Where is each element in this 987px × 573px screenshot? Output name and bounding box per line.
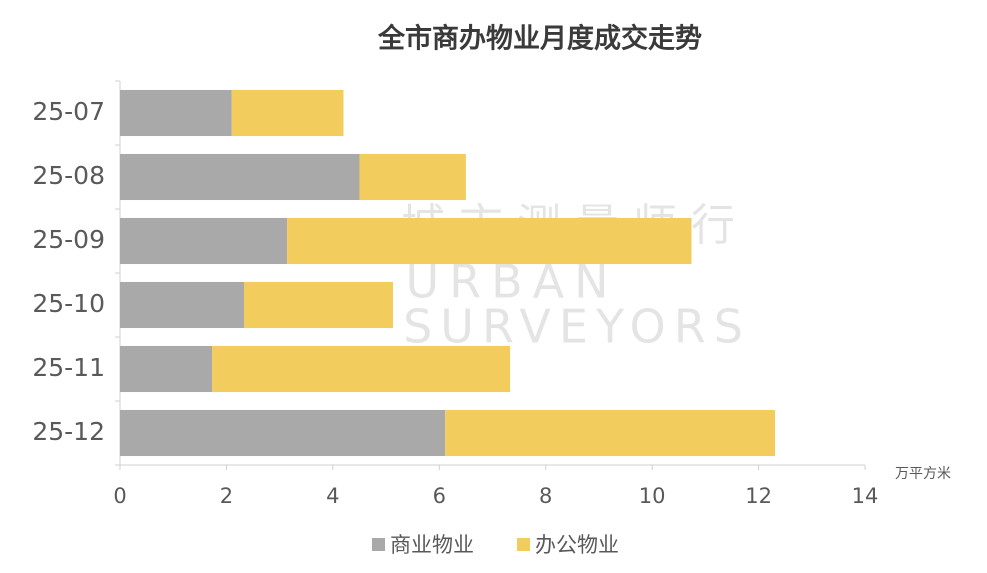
bar-segment (287, 217, 692, 265)
y-tick-label: 25-11 (32, 353, 105, 382)
bar-segment (120, 281, 244, 329)
legend-swatch (517, 538, 530, 551)
bar-segment (445, 409, 776, 457)
legend-label: 办公物业 (535, 533, 619, 557)
chart-title: 全市商办物业月度成交走势 (377, 23, 702, 55)
y-tick-label: 25-07 (32, 97, 105, 126)
x-tick-label: 12 (745, 484, 772, 508)
bar-segment (212, 345, 511, 393)
y-tick-label: 25-12 (32, 417, 105, 446)
bar-segment (120, 217, 288, 265)
x-tick-label: 8 (539, 484, 552, 508)
x-axis-label: 万平方米 (895, 466, 951, 482)
watermark-text: SURVEYORS (403, 300, 751, 354)
legend-label: 商业物业 (390, 533, 474, 557)
bar-segment (120, 409, 446, 457)
y-tick-label: 25-08 (32, 161, 105, 190)
x-tick-label: 6 (433, 484, 446, 508)
bar-segment (120, 89, 232, 137)
x-tick-label: 2 (220, 484, 233, 508)
x-tick-label: 10 (639, 484, 666, 508)
x-tick-label: 14 (852, 484, 879, 508)
bar-segment (359, 153, 466, 201)
y-tick-label: 25-10 (32, 289, 105, 318)
bar-segment (120, 153, 360, 201)
legend-swatch (372, 538, 385, 551)
x-tick-label: 4 (326, 484, 339, 508)
bar-segment (120, 345, 213, 393)
x-tick-label: 0 (113, 484, 126, 508)
y-tick-label: 25-09 (32, 225, 105, 254)
bar-segment (231, 89, 344, 137)
bar-segment (243, 281, 393, 329)
